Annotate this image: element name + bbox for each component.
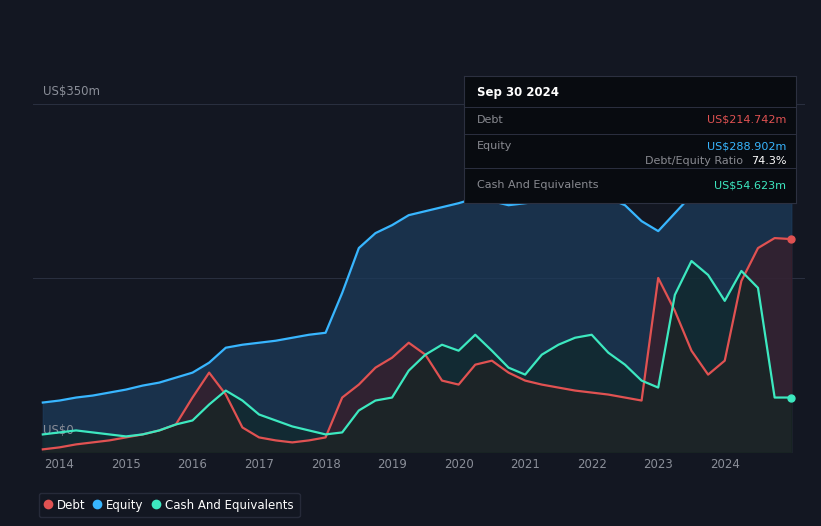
Text: US$54.623m: US$54.623m [714,180,787,190]
Text: Debt/Equity Ratio: Debt/Equity Ratio [645,156,743,167]
Text: Debt: Debt [477,115,504,125]
Text: Equity: Equity [477,141,512,151]
Text: Sep 30 2024: Sep 30 2024 [477,86,559,98]
Text: Cash And Equivalents: Cash And Equivalents [477,180,599,190]
Text: US$214.742m: US$214.742m [707,115,787,125]
Legend: Debt, Equity, Cash And Equivalents: Debt, Equity, Cash And Equivalents [39,493,300,518]
Text: US$0: US$0 [43,424,74,437]
Text: 74.3%: 74.3% [751,156,787,167]
Text: US$288.902m: US$288.902m [707,141,787,151]
Text: US$350m: US$350m [43,85,100,98]
